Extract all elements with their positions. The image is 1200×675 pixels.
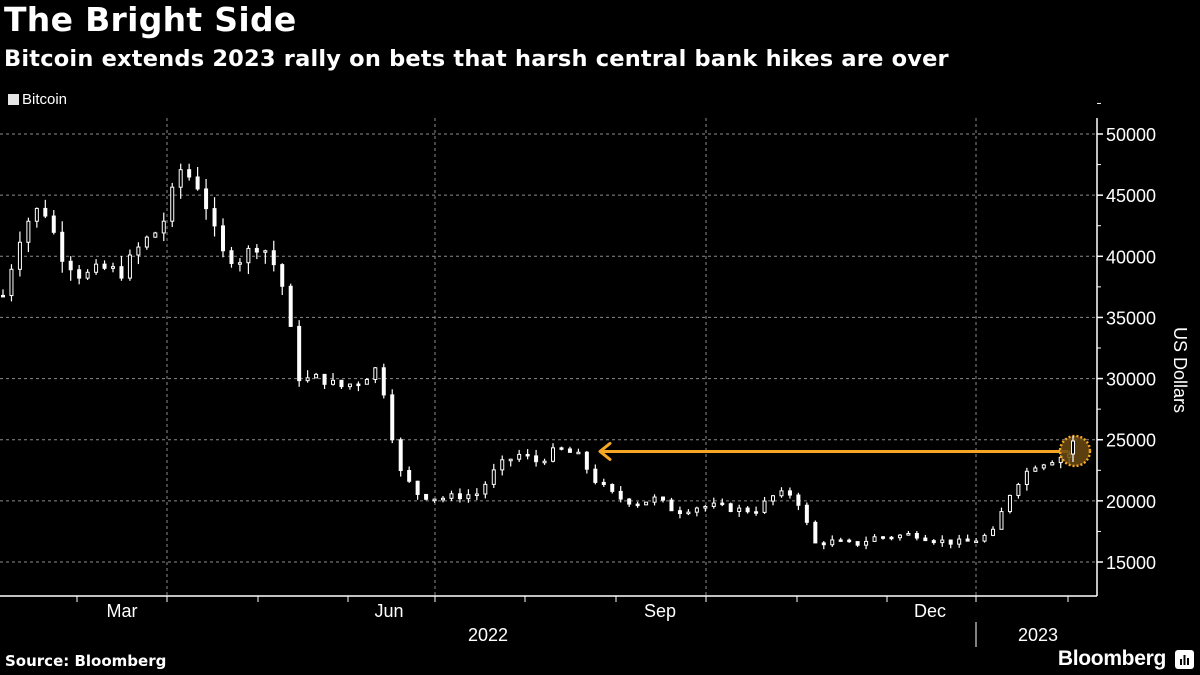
chart-subtitle: Bitcoin extends 2023 rally on bets that … <box>4 46 949 72</box>
y-tick-label: 35000 <box>1106 308 1156 328</box>
legend-swatch-bitcoin <box>8 94 19 105</box>
grid-lines <box>0 118 1097 596</box>
chart-title: The Bright Side <box>4 0 297 39</box>
axes: 15000 20000 25000 30000 35000 40000 45000 50000… <box>0 102 1190 647</box>
bloomberg-chart-icon <box>1175 650 1194 669</box>
legend: Bitcoin <box>8 91 67 108</box>
candlestick-series <box>1 163 1072 550</box>
x-tick-label: Dec <box>914 601 946 621</box>
x-tick-label: Mar <box>107 601 138 621</box>
y-tick-label: 45000 <box>1106 186 1156 206</box>
x-tick-label: Jun <box>374 601 403 621</box>
y-tick-label: 20000 <box>1106 492 1156 512</box>
y-tick-label: 40000 <box>1106 247 1156 267</box>
y-axis-title: US Dollars <box>1170 327 1190 413</box>
y-tick-label: 15000 <box>1106 553 1156 573</box>
source-note: Source: Bloomberg <box>5 652 167 670</box>
y-tick-label: 50000 <box>1106 125 1156 145</box>
bloomberg-logo: Bloomberg <box>1057 647 1166 670</box>
annotations <box>598 434 1092 468</box>
y-tick-label: 25000 <box>1106 431 1156 451</box>
x-year-label: 2023 <box>1018 625 1058 645</box>
y-tick-label: 30000 <box>1106 370 1156 390</box>
x-tick-label: Sep <box>644 601 676 621</box>
x-year-label: 2022 <box>468 625 508 645</box>
legend-label-bitcoin: Bitcoin <box>22 91 68 108</box>
